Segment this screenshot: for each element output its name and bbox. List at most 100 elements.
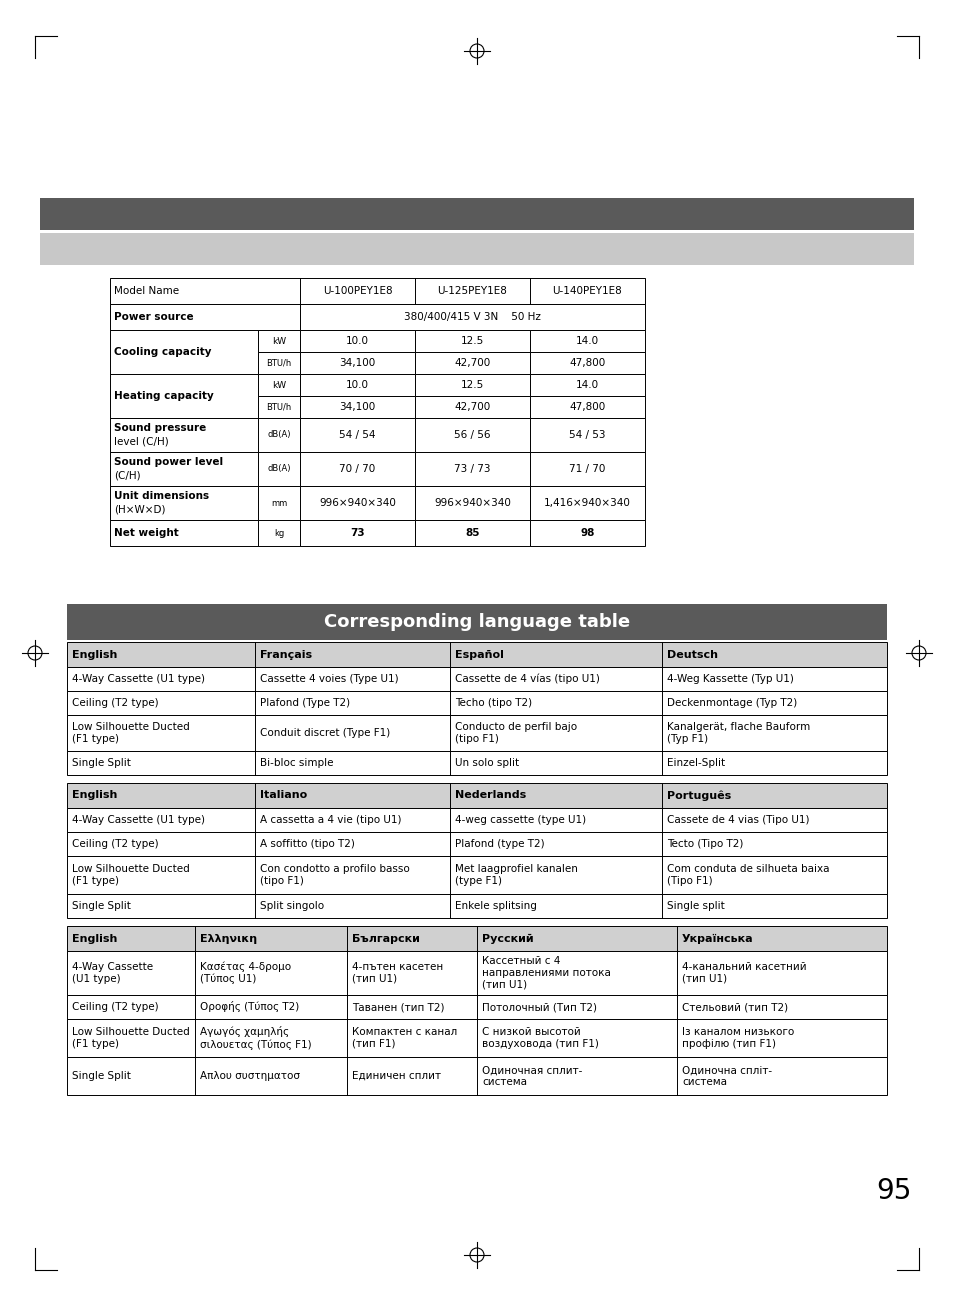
Text: Español: Español — [455, 649, 503, 660]
Bar — [67, 832, 886, 855]
Text: Кассетный с 4
направлениями потока
(тип U1): Кассетный с 4 направлениями потока (тип … — [481, 956, 610, 990]
Text: Techo (tipo T2): Techo (tipo T2) — [455, 697, 532, 708]
Bar — [257, 418, 299, 452]
Bar — [257, 520, 299, 546]
Bar — [299, 452, 415, 486]
Text: 42,700: 42,700 — [454, 402, 490, 411]
Text: 12.5: 12.5 — [460, 336, 483, 346]
Bar — [257, 330, 299, 353]
Text: Οροφής (Τύπος T2): Οροφής (Τύπος T2) — [200, 1002, 299, 1012]
Bar — [67, 855, 886, 895]
Text: 4-Way Cassette (U1 type): 4-Way Cassette (U1 type) — [71, 815, 205, 825]
Bar — [257, 452, 299, 486]
Text: Enkele splitsing: Enkele splitsing — [455, 901, 537, 912]
Text: dB(A): dB(A) — [267, 465, 291, 474]
Text: Cassete de 4 vias (Tipo U1): Cassete de 4 vias (Tipo U1) — [666, 815, 809, 825]
Text: Plafond (Type T2): Plafond (Type T2) — [260, 697, 350, 708]
Bar — [40, 199, 913, 230]
Text: A soffitto (tipo T2): A soffitto (tipo T2) — [260, 838, 355, 849]
Text: Single split: Single split — [666, 901, 724, 912]
Text: 996×940×340: 996×940×340 — [318, 498, 395, 508]
Text: 85: 85 — [465, 528, 479, 538]
Bar — [415, 486, 530, 520]
Bar — [415, 353, 530, 374]
Text: 95: 95 — [876, 1177, 911, 1205]
Text: 10.0: 10.0 — [346, 380, 369, 390]
Text: kg: kg — [274, 529, 284, 538]
Text: Ceiling (T2 type): Ceiling (T2 type) — [71, 1002, 158, 1012]
Bar — [530, 452, 644, 486]
Text: (H×W×D): (H×W×D) — [113, 505, 165, 515]
Text: Low Silhouette Ducted
(F1 type): Low Silhouette Ducted (F1 type) — [71, 1028, 190, 1049]
Bar — [299, 396, 415, 418]
Bar — [67, 751, 886, 774]
Text: 71 / 70: 71 / 70 — [569, 464, 605, 474]
Text: 4-Way Cassette
(U1 type): 4-Way Cassette (U1 type) — [71, 963, 153, 983]
Text: kW: kW — [272, 380, 286, 389]
Bar — [299, 304, 644, 330]
Text: Nederlands: Nederlands — [455, 790, 526, 801]
Bar — [257, 353, 299, 374]
Text: Deutsch: Deutsch — [666, 649, 718, 660]
Bar — [110, 304, 299, 330]
Bar — [299, 374, 415, 396]
Text: 47,800: 47,800 — [569, 402, 605, 411]
Text: Cooling capacity: Cooling capacity — [113, 347, 212, 357]
Bar — [110, 418, 257, 452]
Bar — [415, 330, 530, 353]
Text: Ελληνικη: Ελληνικη — [200, 934, 257, 943]
Text: Single Split: Single Split — [71, 1071, 131, 1081]
Text: 73 / 73: 73 / 73 — [454, 464, 490, 474]
Text: Потолочный (Тип T2): Потолочный (Тип T2) — [481, 1002, 597, 1012]
Text: English: English — [71, 649, 117, 660]
Text: BTU/h: BTU/h — [266, 359, 292, 367]
Text: Единичен сплит: Единичен сплит — [352, 1071, 440, 1081]
Text: 56 / 56: 56 / 56 — [454, 430, 490, 440]
Bar — [67, 951, 886, 995]
Text: Sound power level: Sound power level — [113, 457, 223, 468]
Text: Одиночна спліт-
система: Одиночна спліт- система — [681, 1066, 771, 1087]
Text: Tecto (Tipo T2): Tecto (Tipo T2) — [666, 838, 742, 849]
Bar — [415, 396, 530, 418]
Text: 14.0: 14.0 — [576, 380, 598, 390]
Text: kW: kW — [272, 337, 286, 346]
Text: Con condotto a profilo basso
(tipo F1): Con condotto a profilo basso (tipo F1) — [260, 865, 410, 885]
Text: Plafond (type T2): Plafond (type T2) — [455, 838, 544, 849]
Bar — [299, 520, 415, 546]
Text: Cassette de 4 vías (tipo U1): Cassette de 4 vías (tipo U1) — [455, 674, 599, 684]
Text: 4-пътен касетен
(тип U1): 4-пътен касетен (тип U1) — [352, 963, 443, 983]
Text: English: English — [71, 790, 117, 801]
Text: Français: Français — [260, 649, 312, 660]
Bar — [67, 691, 886, 714]
Bar — [415, 452, 530, 486]
Text: 380/400/415 V 3N    50 Hz: 380/400/415 V 3N 50 Hz — [404, 312, 540, 323]
Bar — [257, 374, 299, 396]
Bar — [67, 995, 886, 1019]
Text: Български: Български — [352, 934, 419, 943]
Bar — [67, 714, 886, 751]
Text: Unit dimensions: Unit dimensions — [113, 491, 209, 502]
Bar — [299, 353, 415, 374]
Text: Απλου συστηματοσ: Απλου συστηματοσ — [200, 1071, 299, 1081]
Text: Com conduta de silhueta baixa
(Tipo F1): Com conduta de silhueta baixa (Tipo F1) — [666, 865, 828, 885]
Bar — [67, 926, 886, 951]
Text: Bi-bloc simple: Bi-bloc simple — [260, 757, 334, 768]
Text: Русский: Русский — [481, 934, 533, 943]
Text: 54 / 53: 54 / 53 — [569, 430, 605, 440]
Text: Low Silhouette Ducted
(F1 type): Low Silhouette Ducted (F1 type) — [71, 722, 190, 744]
Text: 47,800: 47,800 — [569, 358, 605, 368]
Text: mm: mm — [271, 499, 287, 508]
Text: Ceiling (T2 type): Ceiling (T2 type) — [71, 838, 158, 849]
Text: Einzel-Split: Einzel-Split — [666, 757, 724, 768]
Text: Single Split: Single Split — [71, 757, 131, 768]
Bar — [530, 374, 644, 396]
Text: 14.0: 14.0 — [576, 336, 598, 346]
Text: Стельовий (тип T2): Стельовий (тип T2) — [681, 1002, 787, 1012]
Text: Із каналом низького
профілю (тип F1): Із каналом низького профілю (тип F1) — [681, 1028, 794, 1049]
Bar — [67, 895, 886, 918]
Bar — [530, 396, 644, 418]
Bar — [415, 520, 530, 546]
Text: Deckenmontage (Typ T2): Deckenmontage (Typ T2) — [666, 697, 797, 708]
Bar — [110, 486, 257, 520]
Bar — [299, 486, 415, 520]
